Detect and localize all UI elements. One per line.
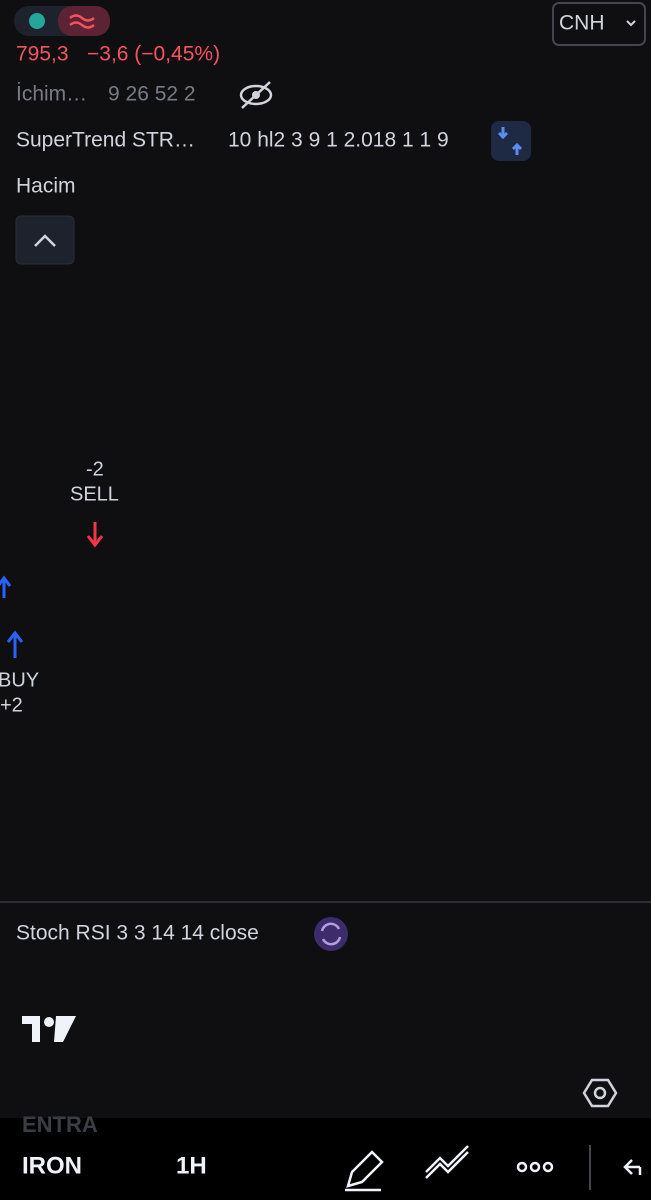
- status-dot: [29, 13, 45, 29]
- hide-icon[interactable]: [239, 81, 273, 109]
- indicator-name: SuperTrend STR…: [16, 129, 195, 152]
- stoch-title: Stoch RSI 3 3 14 14 close: [16, 922, 259, 945]
- settings-icon[interactable]: [582, 1078, 618, 1108]
- toolbar: [0, 1118, 651, 1200]
- signal-count: +2: [0, 694, 23, 716]
- indicators-button[interactable]: [425, 1145, 469, 1179]
- back-button[interactable]: [623, 1159, 642, 1175]
- draw-button[interactable]: [345, 1150, 384, 1192]
- interval-button[interactable]: 1H: [176, 1152, 207, 1179]
- tv-logo: [22, 1016, 76, 1042]
- sell-arrow: [86, 522, 104, 548]
- arrows-icon: [497, 127, 523, 155]
- indicator-name: Hacim: [16, 175, 76, 198]
- refresh-button[interactable]: [314, 917, 348, 951]
- signal-count: -2: [86, 458, 104, 480]
- buy-arrows: [0, 575, 24, 658]
- symbol-button[interactable]: IRON: [22, 1152, 82, 1179]
- currency: CNH: [559, 12, 605, 35]
- collapse-button[interactable]: [15, 215, 75, 265]
- more-button[interactable]: [516, 1161, 554, 1173]
- chevron-up: [34, 234, 56, 247]
- signal-label: BUY: [0, 669, 39, 691]
- currency-select[interactable]: [552, 2, 646, 46]
- signal-label: SELL: [70, 483, 119, 505]
- price-change: −3,6 (−0,45%): [87, 43, 220, 66]
- last-price: 795,3: [16, 43, 69, 66]
- indicator-button[interactable]: [491, 121, 531, 161]
- alert-icon: [69, 14, 95, 29]
- indicator-params: 9 26 52 2: [108, 83, 196, 106]
- indicator-name: İchim…: [16, 83, 87, 106]
- chevron-down: [626, 20, 636, 27]
- indicator-params: 10 hl2 3 9 1 2.018 1 1 9: [228, 129, 449, 152]
- alert-pill[interactable]: [58, 6, 110, 36]
- hidden-symbol: ENTRA: [22, 1112, 98, 1137]
- refresh-icon: [320, 922, 342, 946]
